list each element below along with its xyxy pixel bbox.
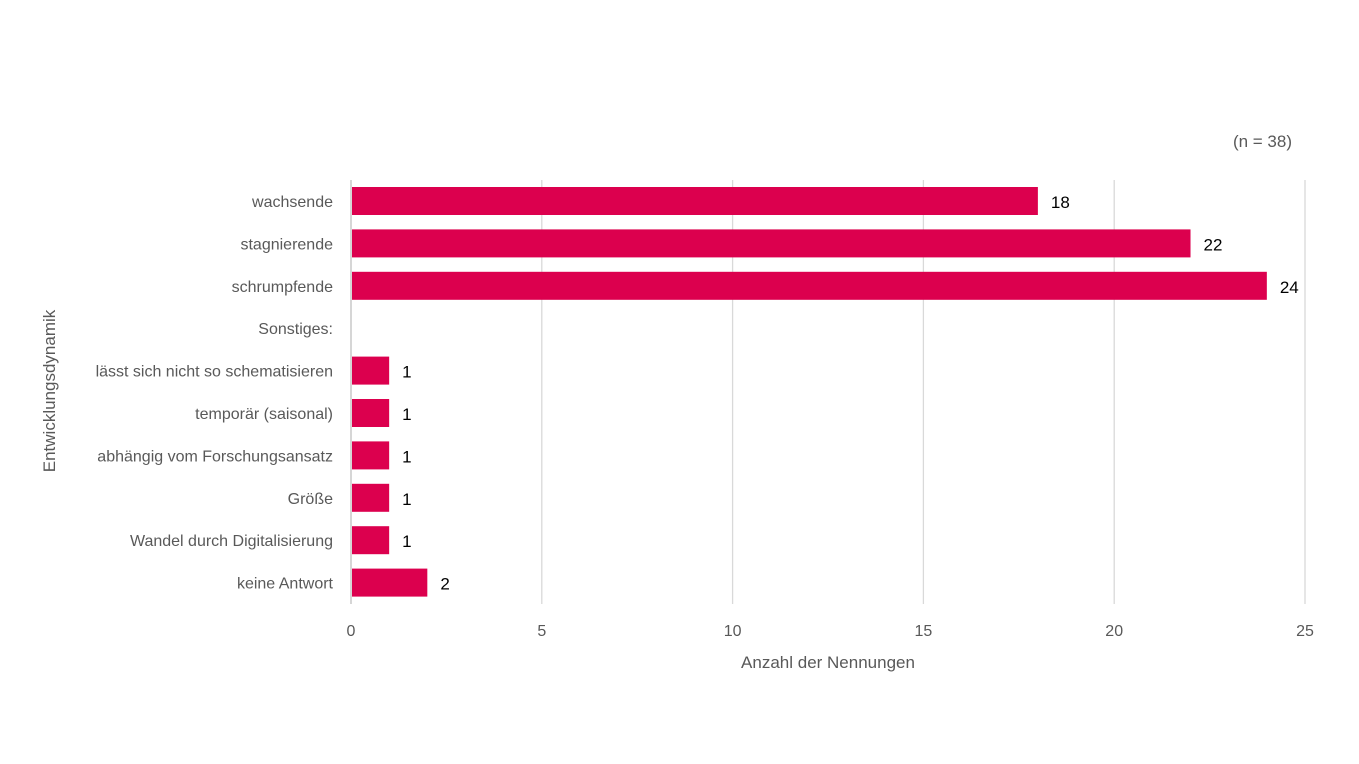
category-label: abhängig vom Forschungsansatz (97, 448, 333, 465)
data-label: 1 (402, 447, 411, 466)
category-label: wachsende (251, 194, 333, 211)
x-tick-label: 15 (915, 623, 933, 640)
category-label: keine Antwort (237, 576, 334, 593)
data-label: 1 (402, 490, 411, 509)
bar (352, 356, 390, 385)
bar (352, 271, 1267, 300)
category-label: Wandel durch Digitalisierung (130, 533, 333, 550)
category-labels: wachsende stagnierende schrumpfende Sonstig… (96, 194, 334, 593)
data-label: 24 (1280, 278, 1299, 297)
bar (352, 483, 390, 512)
data-label: 1 (402, 532, 411, 551)
data-label: 2 (440, 575, 449, 594)
category-label: temporär (saisonal) (195, 406, 333, 423)
bar (352, 526, 390, 555)
x-tick-label: 20 (1105, 623, 1123, 640)
data-label: 18 (1051, 193, 1070, 212)
data-labels: 18 22 24 1 1 1 1 1 2 (402, 193, 1299, 594)
data-label: 22 (1204, 235, 1223, 254)
sample-size-note: (n = 38) (1233, 132, 1292, 151)
bar (352, 399, 390, 427)
x-tick-label: 25 (1296, 623, 1314, 640)
category-label: stagnierende (240, 236, 333, 253)
data-label: 1 (402, 405, 411, 424)
x-tick-label: 0 (347, 623, 356, 640)
category-label: Sonstiges: (258, 321, 333, 338)
category-label: lässt sich nicht so schematisieren (96, 364, 333, 381)
bars (352, 187, 1267, 597)
x-axis-title: Anzahl der Nennungen (741, 653, 915, 672)
x-tick-label: 10 (724, 623, 742, 640)
data-label: 1 (402, 363, 411, 382)
x-axis-ticks: 0 5 10 15 20 25 (347, 623, 1314, 640)
category-label: schrumpfende (232, 279, 333, 296)
x-tick-label: 5 (537, 623, 546, 640)
y-axis-title: Entwicklungsdynamik (40, 309, 59, 472)
category-label: Größe (288, 491, 333, 508)
bar (352, 568, 428, 597)
bar (352, 441, 390, 470)
bar (352, 229, 1191, 258)
bar (352, 187, 1038, 215)
